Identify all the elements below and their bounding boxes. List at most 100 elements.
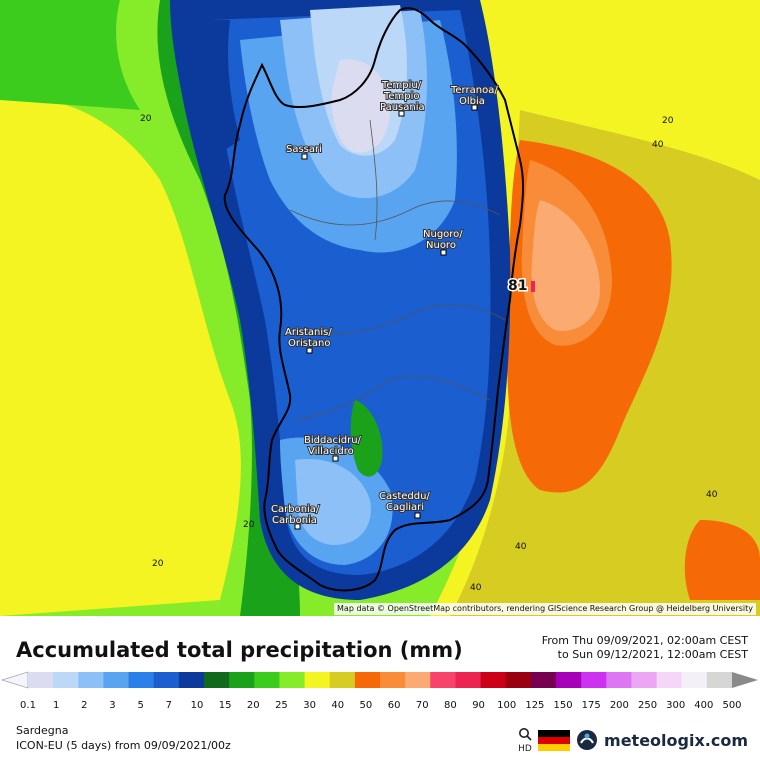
scale-label: 25: [275, 700, 288, 711]
scale-swatch: [354, 672, 381, 688]
city-label: Nuoro: [426, 240, 456, 251]
flag-stripe: [538, 729, 571, 737]
scale-label: 20: [247, 700, 260, 711]
scale-label: 150: [553, 700, 572, 711]
province-border: [369, 119, 378, 241]
hd-search-button[interactable]: HD: [518, 726, 532, 754]
brand-name: meteologix.com: [604, 730, 748, 750]
precip-zone-west-30-40: [0, 98, 241, 616]
scale-swatch: [430, 672, 456, 688]
city-cagliari[interactable]: Casteddu/ Cagliari: [378, 490, 431, 519]
scale-swatch: [204, 672, 230, 688]
color-scale-labels: 0.1 1 2 3 5 7 10 15 20 25 30 40 50 60 70 80 90 100 125 150 1…: [20, 700, 742, 711]
city-oristano[interactable]: Aristanis/ Oristano: [284, 326, 333, 354]
scale-label: 40: [331, 700, 344, 711]
city-marker: [301, 153, 308, 160]
precip-zone-northwest-20: [0, 0, 140, 110]
city-carbonia[interactable]: Carbonia/ Carbonia: [270, 503, 321, 530]
province-border: [299, 304, 506, 335]
scale-label: 100: [497, 700, 516, 711]
precip-zone-southeast-50: [684, 520, 760, 600]
city-marker: [294, 523, 301, 530]
scale-swatch: [455, 672, 482, 688]
scale-swatch: [153, 672, 180, 688]
city-nuoro[interactable]: Nugoro/ Nuoro: [422, 228, 464, 256]
province-border: [294, 375, 491, 421]
scale-swatch: [53, 672, 79, 688]
footer-info: Sardegna ICON-EU (5 days) from 09/09/202…: [16, 723, 231, 753]
isoline-label: 40: [652, 140, 664, 150]
scale-label: 200: [610, 700, 629, 711]
city-label: Nugoro/: [423, 229, 463, 240]
scale-swatch: [581, 672, 607, 688]
city-label: Tempio: [383, 91, 420, 102]
precipitation-map[interactable]: 20 40 20 40 40 40 20 20 81 Tempiu/ Tempi…: [0, 0, 760, 616]
scale-swatch: [530, 672, 557, 688]
scale-label: 125: [525, 700, 544, 711]
scale-swatch: [103, 672, 130, 688]
precip-zone-east-70: [531, 200, 600, 331]
color-scale-bar: [0, 671, 758, 689]
scale-label: 15: [219, 700, 232, 711]
isoline-label: 40: [470, 583, 482, 593]
scale-swatch: [556, 672, 582, 688]
scale-swatch: [329, 672, 356, 688]
scale-label: 0.1: [20, 700, 36, 711]
scale-swatch: [480, 672, 507, 688]
scale-swatch: [178, 672, 205, 688]
city-villacidro[interactable]: Biddacidru/ Villacidro: [303, 434, 363, 462]
scale-label: 50: [360, 700, 373, 711]
city-label: Olbia: [459, 96, 485, 107]
scale-label: 80: [444, 700, 457, 711]
city-marker: [398, 110, 405, 117]
city-label: Terranoa/: [450, 85, 498, 96]
sardinia-coastline: [223, 7, 525, 592]
city-label: Cagliari: [386, 502, 424, 513]
scale-swatch: [279, 672, 306, 688]
city-tempio[interactable]: Tempiu/ Tempio Pausania: [379, 79, 426, 117]
isoline-label: 40: [515, 542, 527, 552]
city-sassari[interactable]: Sassari: [285, 143, 323, 160]
color-scale: 0.1 1 2 3 5 7 10 15 20 25 30 40 50 60 70 80 90 100 125 150 1…: [0, 671, 758, 711]
scale-label: 30: [303, 700, 316, 711]
meteologix-logo-icon: [577, 730, 598, 750]
city-marker: [471, 104, 478, 111]
scale-swatch: [706, 672, 733, 688]
scale-label: 60: [388, 700, 401, 711]
precip-zone-northwest-10: [191, 20, 240, 160]
scale-swatch: [304, 672, 331, 688]
scale-label: 3: [109, 700, 115, 711]
city-label: Pausania: [380, 102, 425, 113]
brand[interactable]: HD meteologix.com: [518, 726, 748, 754]
precip-zone-north-01: [331, 59, 390, 153]
hd-label: HD: [518, 744, 532, 754]
flag-stripe: [538, 736, 571, 744]
city-olbia[interactable]: Terranoa/ Olbia: [449, 84, 499, 111]
scale-swatch: [405, 672, 431, 688]
scale-swatch: [78, 672, 104, 688]
scale-swatch: [380, 672, 406, 688]
city-label: Carbonia/: [271, 504, 320, 515]
time-range-to: to Sun 09/12/2021, 12:00am CEST: [557, 648, 748, 661]
scale-swatch: [229, 672, 255, 688]
scale-label: 500: [722, 700, 741, 711]
scale-label: 5: [137, 700, 143, 711]
city-label: Aristanis/: [285, 327, 332, 338]
province-border: [289, 200, 501, 226]
max-precip-marker: [531, 281, 535, 292]
scale-swatch: [631, 672, 658, 688]
flag-stripe: [538, 743, 571, 751]
city-marker: [306, 347, 313, 354]
isoline-label: 20: [140, 114, 152, 124]
isoline-label: 20: [662, 116, 674, 126]
scale-swatch: [606, 672, 632, 688]
city-label: Tempiu/: [381, 80, 422, 91]
time-range: From Thu 09/09/2021, 02:00am CEST to Sun…: [542, 634, 748, 662]
scale-label: 2: [81, 700, 87, 711]
scale-label: 300: [666, 700, 685, 711]
scale-swatch: [128, 672, 155, 688]
map-attribution: Map data © OpenStreetMap contributors, r…: [334, 603, 756, 615]
city-marker: [440, 249, 447, 256]
scale-swatch: [681, 672, 708, 688]
precip-zone-villacidro-20: [350, 400, 383, 477]
